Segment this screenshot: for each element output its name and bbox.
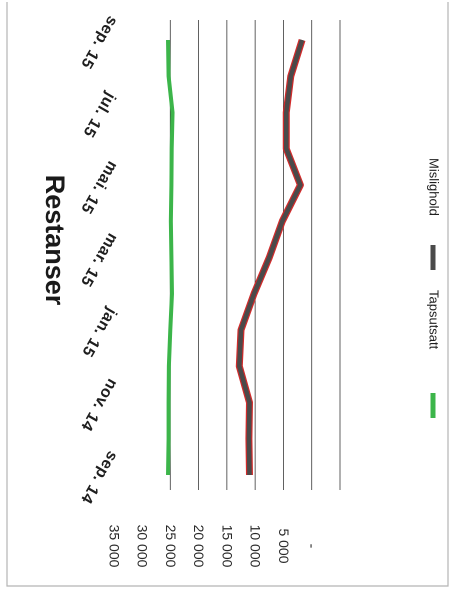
series-lines bbox=[166, 38, 306, 476]
y-tick-labels: 35 000 30 000 25 000 20 000 15 000 10 000 5 00… bbox=[106, 525, 320, 568]
chart-title: Restanser bbox=[40, 175, 70, 306]
legend-label-mislighold: Mislighold bbox=[427, 158, 442, 216]
y-tick-label: 5 000 bbox=[276, 528, 292, 563]
x-tick-label: mar. 15 bbox=[77, 230, 121, 289]
series-line-tapsutsatt bbox=[166, 39, 175, 476]
x-tick-label: jan. 15 bbox=[78, 304, 120, 360]
x-tick-label: jul. 15 bbox=[79, 88, 119, 140]
series-line-mislighold bbox=[237, 39, 305, 476]
x-tick-label: mai. 15 bbox=[77, 158, 121, 217]
y-tick-label: - bbox=[304, 544, 320, 549]
x-tick-label: sep. 15 bbox=[77, 13, 121, 72]
y-tick-label: 30 000 bbox=[135, 525, 151, 568]
x-tick-label: nov. 14 bbox=[77, 376, 120, 434]
legend-label-tapsutsatt: Tapsutsatt bbox=[427, 290, 442, 350]
legend: Tapsutsatt Mislighold bbox=[427, 158, 442, 418]
x-tick-labels: sep. 14 nov. 14 jan. 15 mar. 15 mai. 15 jul. … bbox=[77, 13, 121, 507]
y-tick-label: 25 000 bbox=[163, 525, 179, 568]
plot-area: sep. 14 nov. 14 jan. 15 mar. 15 mai. 15 jul. … bbox=[40, 13, 442, 507]
x-tick-label: sep. 14 bbox=[77, 448, 121, 507]
y-tick-label: 35 000 bbox=[106, 525, 122, 568]
y-tick-label: 10 000 bbox=[248, 525, 264, 568]
y-tick-label: 15 000 bbox=[219, 525, 235, 568]
y-tick-label: 20 000 bbox=[191, 525, 207, 568]
frame-border bbox=[6, 2, 449, 587]
